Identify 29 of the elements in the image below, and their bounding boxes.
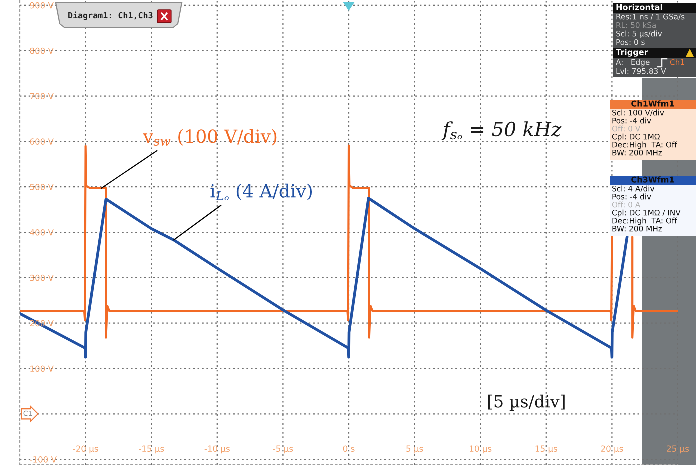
annotation: Diagram1: Ch1,Ch3 bbox=[68, 12, 153, 20]
x-tick-label: -5 µs bbox=[273, 446, 294, 454]
annotation: Horizontal bbox=[616, 4, 662, 10]
y-tick-label: 100 V bbox=[30, 366, 54, 372]
x-tick-label: -20 µs bbox=[73, 446, 98, 454]
x-tick-label: 20 µs bbox=[601, 446, 624, 454]
y-tick-label: 300 V bbox=[30, 274, 54, 282]
y-tick-label: 400 V bbox=[30, 229, 54, 236]
text: i$_{Lₒ}$ (4 A/div) bbox=[210, 184, 312, 201]
x-tick-label: 0 s bbox=[343, 446, 355, 452]
y-tick-label: -100 V bbox=[30, 456, 57, 463]
annotation: Trigger bbox=[616, 49, 648, 57]
annotation: [5 µs/div] bbox=[488, 394, 565, 412]
annotation: Ch1Wfm1 bbox=[632, 100, 674, 107]
y-tick-label: 600 V bbox=[30, 138, 54, 145]
x-tick-label: 25 µs bbox=[667, 446, 690, 454]
y-tick-label: 700 V bbox=[30, 93, 54, 100]
annotation: f$_{sₒ}$ = 50 kHz bbox=[442, 122, 562, 140]
y-tick-label: 900 V bbox=[30, 2, 54, 9]
x-tick-label: 10 µs bbox=[470, 446, 492, 454]
y-tick-label: 200 V bbox=[30, 320, 54, 327]
annotation: Ch3Wfm1 bbox=[632, 176, 674, 183]
y-tick-label: 500 V bbox=[30, 184, 54, 190]
x-tick-label: 5 µs bbox=[406, 446, 424, 454]
text: v$_{sw}$ (100 V/div) bbox=[143, 129, 277, 146]
y-tick-label: 800 V bbox=[30, 48, 54, 54]
x-tick-label: 15 µs bbox=[536, 446, 558, 454]
x-tick-label: -15 µs bbox=[139, 446, 164, 454]
x-tick-label: -10 µs bbox=[204, 446, 230, 454]
